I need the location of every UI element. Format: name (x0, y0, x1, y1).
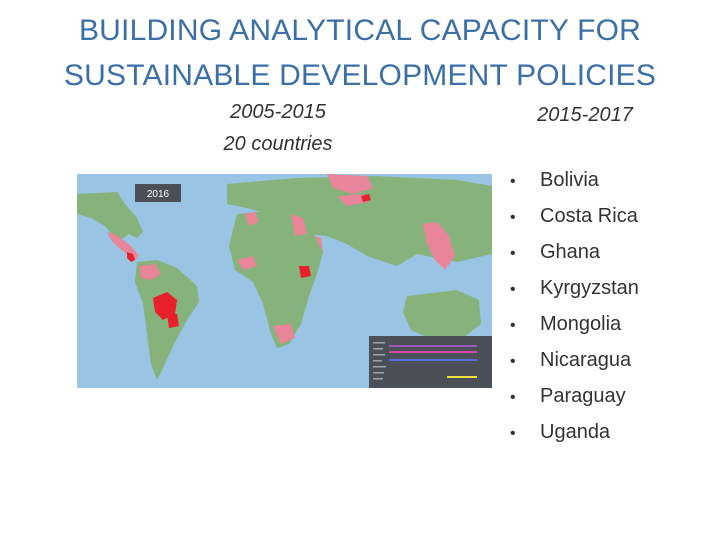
country-name: Ghana (540, 241, 601, 263)
map-legend-text-7 (373, 378, 383, 380)
map-legend-text-6 (373, 372, 384, 374)
map-legend-text-2 (373, 348, 383, 350)
map-legend-panel (369, 336, 492, 388)
map-north-america (77, 192, 143, 240)
map-legend-text-1 (373, 342, 385, 344)
map-year-label: 2016 (147, 189, 170, 200)
map-north-africa-partners (245, 212, 307, 236)
bullet: • (510, 209, 516, 226)
list-item: • Costa Rica (510, 199, 639, 235)
list-item: • Paraguay (510, 379, 639, 415)
world-map: 2016 (77, 174, 492, 388)
bullet: • (510, 425, 516, 442)
period-2015-2017: 2015-2017 (510, 100, 660, 130)
list-item: • Uganda (510, 415, 639, 451)
bullet: • (510, 317, 516, 334)
period-2005-2015: 2005-2015 20 countries (190, 96, 366, 160)
map-year-label-box (135, 184, 181, 202)
list-item: • Nicaragua (510, 343, 639, 379)
bullet: • (510, 281, 516, 298)
map-south-america (135, 260, 199, 380)
list-item: • Mongolia (510, 307, 639, 343)
map-bolivia (153, 292, 177, 320)
map-nicaragua-costa-rica (127, 252, 135, 262)
map-legend-text-4 (373, 360, 382, 362)
map-uganda (299, 266, 311, 278)
bullet: • (510, 173, 516, 190)
map-australia (403, 290, 481, 340)
map-legend-text-5 (373, 366, 386, 368)
bullet: • (510, 389, 516, 406)
list-item: • Bolivia (510, 163, 639, 199)
title-line-1: BUILDING ANALYTICAL CAPACITY FOR (78, 14, 642, 47)
period-left-count: 20 countries (223, 133, 333, 155)
map-legend-text-lines (373, 342, 386, 380)
map-europe-partner (327, 174, 373, 194)
map-mongolia (337, 194, 369, 206)
list-item: • Kyrgyzstan (510, 271, 639, 307)
map-south-america-partners (139, 264, 161, 280)
map-south-africa-partner (273, 324, 295, 344)
map-asia-partners (423, 222, 455, 270)
map-west-africa-partner (237, 256, 257, 270)
period-left-years: 2005-2015 (230, 101, 326, 123)
map-paraguay (167, 314, 179, 328)
slide-title: BUILDING ANALYTICAL CAPACITY FOR SUSTAIN… (0, 8, 720, 98)
country-name: Costa Rica (540, 205, 638, 227)
country-name: Nicaragua (540, 349, 632, 371)
map-eurasia (227, 176, 492, 266)
country-name: Kyrgyzstan (540, 277, 639, 299)
country-list: • Bolivia • Costa Rica • Ghana • Kyrgyzstan … (510, 163, 639, 451)
map-central-america (107, 232, 139, 260)
country-name: Uganda (540, 421, 611, 443)
country-name: Paraguay (540, 385, 626, 407)
country-name: Bolivia (540, 169, 599, 191)
list-item: • Ghana (510, 235, 639, 271)
country-name: Mongolia (540, 313, 622, 335)
bullet: • (510, 245, 516, 262)
map-africa (229, 210, 323, 348)
map-legend-text-3 (373, 354, 385, 356)
period-right-years: 2015-2017 (537, 104, 633, 126)
map-kyrgyzstan (361, 194, 371, 202)
title-line-2: SUSTAINABLE DEVELOPMENT POLICIES (63, 59, 657, 92)
bullet: • (510, 353, 516, 370)
